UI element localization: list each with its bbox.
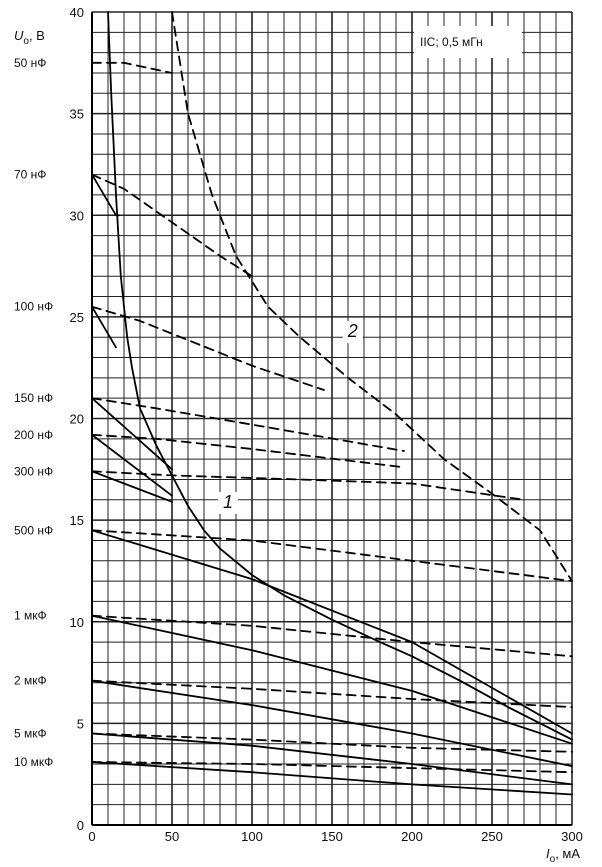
curve-label: 1 [223,492,233,512]
y-tick-label: 40 [70,5,84,20]
series-line-20 [91,732,573,753]
y-axis-sub: o [23,36,29,47]
series-line-22 [91,761,573,774]
series-line-11 [91,470,173,503]
capacitance-label: 300 нФ [14,464,53,478]
series-line-9 [91,433,173,497]
axes [91,12,572,826]
capacitance-label: 150 нФ [14,391,53,405]
y-axis-unit: , В [29,28,45,43]
series-line-1 [171,11,573,582]
x-tick-label: 0 [88,829,95,844]
curve-label-bg [218,491,238,514]
series-line-5 [91,305,117,349]
series-line-13 [91,529,573,735]
y-tick-label: 5 [77,716,84,731]
series-line-17 [91,679,573,767]
y-tick-label: 15 [70,513,84,528]
series-line-14 [91,529,573,582]
legend-box [414,26,522,58]
y-tick-label: 25 [70,310,84,325]
series-line-3 [91,173,121,217]
y-tick-label: 35 [70,107,84,122]
curve-label-bg [342,321,363,344]
capacitance-label: 10 мкФ [14,755,53,769]
series-line-8 [91,397,405,452]
y-tick-label: 10 [70,615,84,630]
capacitance-label: 2 мкФ [14,674,47,688]
x-axis-sub: o [550,854,556,865]
series-line-10 [91,433,405,469]
series-line-16 [91,614,573,658]
capacitance-label: 200 нФ [14,428,53,442]
series-line-12 [91,470,525,501]
x-axis-unit: , мА [555,846,580,861]
series-line-18 [91,679,573,708]
capacitance-label: 1 мкФ [14,609,47,623]
grid [91,11,573,826]
series-line-21 [91,761,573,796]
tick-labels: 0 50 100 150 200 250 300 0 5 10 15 20 25 30 35 40 [70,5,583,844]
y-tick-label: 30 [70,208,84,223]
x-tick-label: 100 [241,829,263,844]
x-tick-label: 150 [321,829,343,844]
x-tick-label: 300 [561,829,583,844]
x-tick-label: 250 [481,829,503,844]
y-axis-label: U [14,28,24,43]
capacitance-label: 100 нФ [14,300,53,314]
series-line-2 [91,61,173,74]
series-line-6 [91,305,325,391]
x-tick-label: 200 [401,829,423,844]
series-layer [91,11,573,796]
series-line-7 [91,397,173,471]
y-tick-label: 20 [70,412,84,427]
capacitance-label: 50 нФ [14,56,46,70]
x-axis-title: Io, мА [546,846,580,865]
curve-labels: 12 [218,321,363,514]
curve-label: 2 [347,321,358,341]
legend-text: IIC; 0,5 мГн [420,35,483,49]
capacitance-label: 500 нФ [14,523,53,537]
y-tick-label: 0 [77,818,84,833]
capacitance-labels: 50 нФ 70 нФ 100 нФ 150 нФ 200 нФ 300 нФ 500 нФ… [14,56,53,769]
capacitance-label: 5 мкФ [14,727,47,741]
x-axis-label: I [546,846,550,861]
series-line-19 [91,732,573,786]
series-line-0 [107,11,573,741]
x-tick-label: 50 [165,829,179,844]
capacitance-label: 70 нФ [14,168,46,182]
series-line-15 [91,614,573,745]
series-line-4 [91,173,253,278]
y-axis-title: Uo, В [14,28,45,47]
